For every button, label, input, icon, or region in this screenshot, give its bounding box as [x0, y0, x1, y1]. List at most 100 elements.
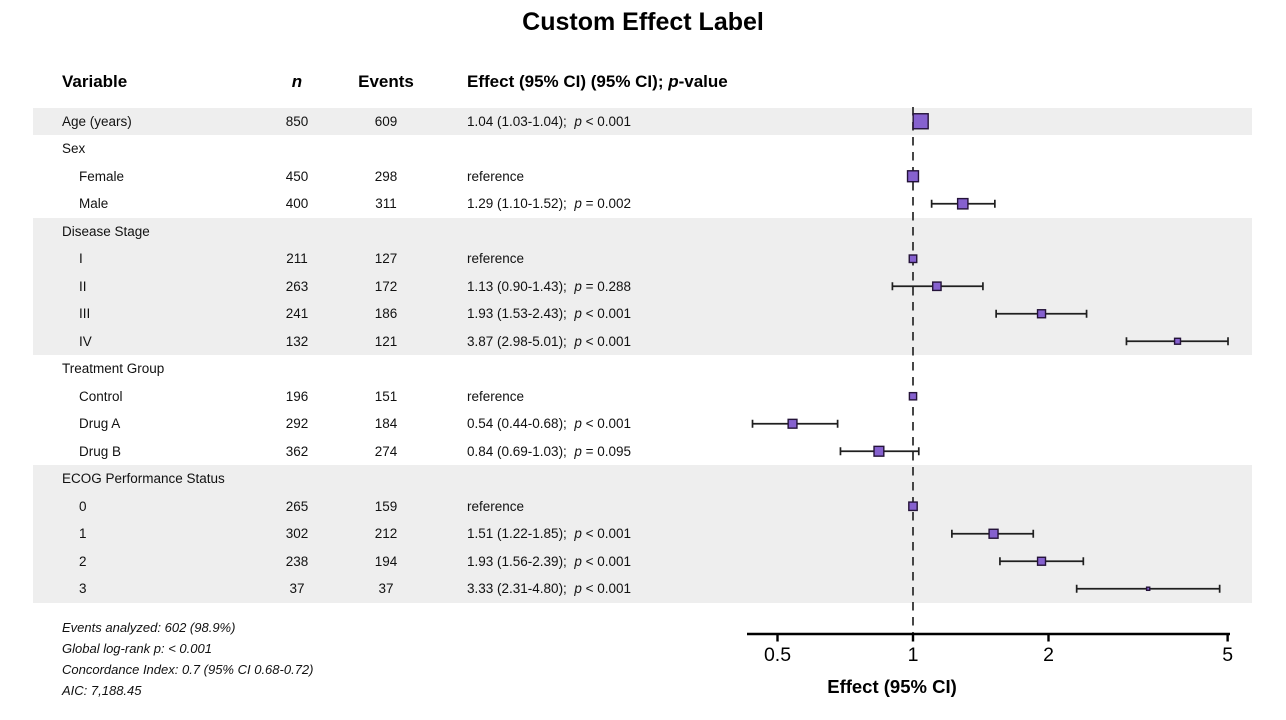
row-label: Male: [79, 196, 109, 211]
effect-header-text: Effect (95% CI) (95% CI);: [467, 72, 669, 91]
p-symbol: p: [574, 416, 582, 431]
axis-tick-label: 0.5: [764, 644, 791, 666]
footer-global-logrank: Global log-rank p: < 0.001: [62, 641, 212, 656]
row-n-value: 400: [285, 196, 309, 211]
row-n-value: 241: [285, 306, 309, 321]
forest-marker: [1036, 556, 1047, 566]
forest-marker: [912, 113, 929, 130]
chart-title: Custom Effect Label: [522, 8, 764, 36]
axis-tick-label: 1: [908, 644, 919, 666]
forest-marker: [906, 170, 920, 183]
row-events-value: 184: [374, 416, 398, 431]
row-n-value: 302: [285, 526, 309, 541]
row-n-value: 850: [285, 113, 309, 129]
row-shading-band: [33, 575, 1252, 603]
row-n-value: 196: [285, 388, 309, 404]
row-label: Disease Stage: [62, 223, 150, 239]
row-label: 1: [79, 526, 87, 541]
forest-marker: [1173, 337, 1182, 345]
row-events-value: 194: [374, 553, 398, 569]
row-n-value: 132: [285, 333, 309, 349]
forest-marker: [787, 418, 798, 429]
row-events-value: 159: [374, 498, 398, 514]
row-effect-text: 3.87 (2.98-5.01); p < 0.001: [467, 333, 632, 349]
p-symbol: p: [574, 526, 582, 541]
forest-marker: [908, 501, 918, 512]
row-shading-band: [33, 327, 1252, 355]
row-effect-text: reference: [467, 251, 525, 266]
row-label: II: [79, 278, 87, 294]
axis-tick-label: 2: [1043, 644, 1054, 666]
row-effect-text: 1.51 (1.22-1.85); p < 0.001: [467, 526, 632, 541]
row-effect-text: 0.54 (0.44-0.68); p < 0.001: [467, 416, 632, 431]
row-effect-text: reference: [467, 498, 525, 514]
row-effect-text: 3.33 (2.31-4.80); p < 0.001: [467, 581, 632, 596]
row-events-value: 212: [374, 526, 398, 541]
forest-marker: [908, 391, 918, 401]
row-label: Drug B: [79, 443, 122, 459]
footer-events-analyzed: Events analyzed: 602 (98.9%): [62, 620, 236, 635]
row-shading-band: [33, 465, 1252, 493]
row-label: 0: [79, 498, 87, 514]
row-label: Treatment Group: [62, 361, 165, 376]
row-effect-text: 1.13 (0.90-1.43); p = 0.288: [467, 278, 632, 294]
row-label: Drug A: [79, 416, 121, 431]
row-label: Control: [79, 388, 123, 404]
effect-header-p: p: [668, 72, 679, 91]
row-n-value: 37: [289, 581, 305, 596]
row-label: Female: [79, 168, 125, 184]
row-events-value: 37: [378, 581, 394, 596]
row-label: ECOG Performance Status: [62, 471, 225, 486]
row-label: Age (years): [62, 113, 132, 129]
column-header-events: Events: [358, 72, 414, 91]
row-events-value: 127: [374, 251, 398, 266]
row-effect-text: 1.93 (1.53-2.43); p < 0.001: [467, 306, 632, 321]
forest-marker: [988, 528, 999, 539]
column-header-effect: Effect (95% CI) (95% CI); p-value: [467, 68, 728, 95]
row-events-value: 121: [374, 333, 398, 349]
footer-concordance: Concordance Index: 0.7 (95% CI 0.68-0.72…: [62, 662, 314, 677]
p-symbol: p: [574, 581, 582, 596]
row-n-value: 292: [285, 416, 309, 431]
row-effect-text: 1.93 (1.56-2.39); p < 0.001: [467, 553, 632, 569]
row-events-value: 609: [374, 113, 398, 129]
row-label: IV: [79, 333, 92, 349]
row-label: 2: [79, 553, 87, 569]
forest-marker: [932, 281, 942, 292]
p-symbol: p: [574, 113, 582, 129]
row-shading-band: [33, 492, 1252, 520]
p-symbol: p: [574, 306, 582, 321]
p-symbol: p: [574, 553, 582, 569]
row-events-value: 274: [374, 443, 398, 459]
row-label: III: [79, 306, 91, 321]
p-symbol: p: [574, 196, 582, 211]
row-label: Sex: [62, 141, 86, 156]
row-label: I: [79, 251, 83, 266]
row-n-value: 265: [285, 498, 309, 514]
forest-marker: [1145, 586, 1151, 592]
column-header-n: n: [291, 72, 303, 91]
effect-header-suffix: -value: [678, 72, 728, 91]
row-effect-text: 0.84 (0.69-1.03); p = 0.095: [467, 443, 632, 459]
forest-marker: [908, 254, 918, 264]
row-n-value: 263: [285, 278, 309, 294]
row-events-value: 311: [375, 196, 397, 211]
row-n-value: 238: [285, 553, 309, 569]
row-label: 3: [79, 581, 87, 596]
row-shading-band: [33, 217, 1252, 245]
forest-marker: [1036, 309, 1047, 319]
row-effect-text: 1.04 (1.03-1.04); p < 0.001: [467, 113, 632, 129]
footer-aic: AIC: 7,188.45: [62, 683, 142, 698]
row-n-value: 450: [285, 168, 309, 184]
row-effect-text: 1.29 (1.10-1.52); p = 0.002: [467, 196, 632, 211]
row-events-value: 172: [374, 278, 398, 294]
row-shading-band: [33, 245, 1252, 273]
row-effect-text: reference: [467, 168, 525, 184]
p-symbol: p: [574, 333, 582, 349]
row-n-value: 362: [285, 443, 309, 459]
row-n-value: 211: [286, 251, 308, 266]
row-shading-band: [33, 272, 1252, 300]
p-symbol: p: [574, 278, 582, 294]
